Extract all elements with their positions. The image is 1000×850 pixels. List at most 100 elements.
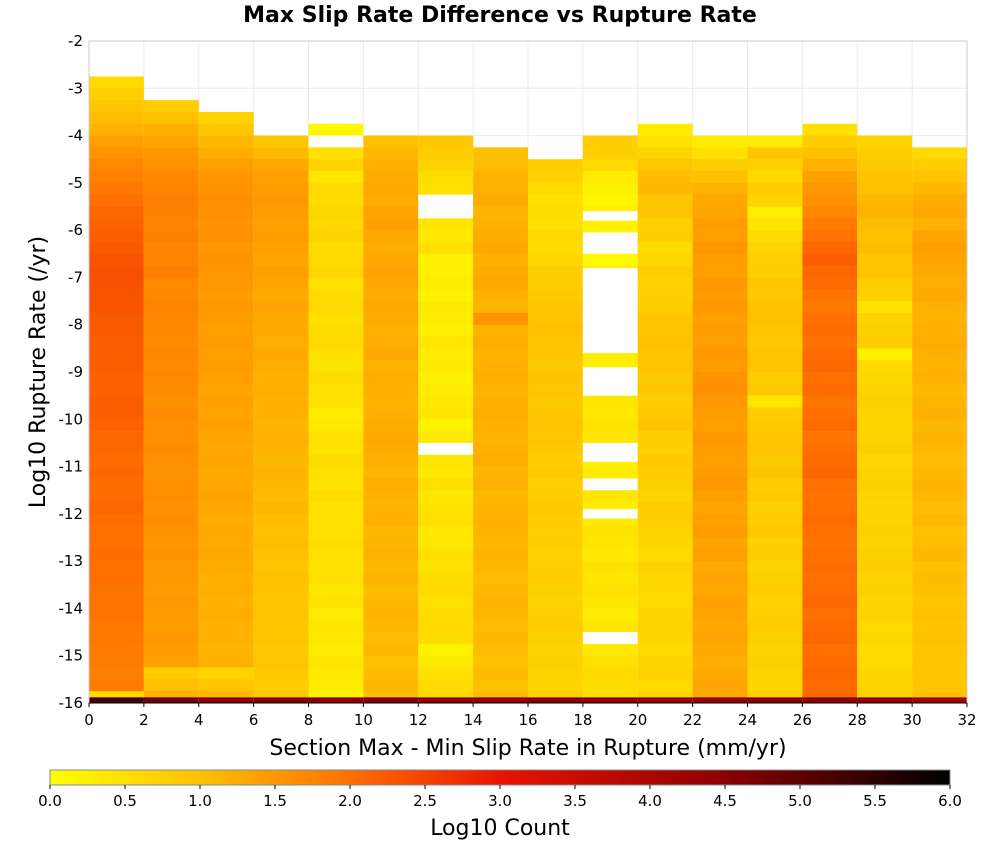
heatmap-cell [418,596,474,609]
heatmap-cell [857,159,913,172]
heatmap-cell [253,525,309,538]
empty-cell [582,367,638,396]
heatmap-cell [473,147,528,160]
x-axis-tick-labels: 0 2 4 6 8 10 12 14 16 18 20 22 24 26 28 30 32 [84,703,977,729]
colorbar-tick-label: 2.5 [413,792,437,810]
heatmap-cell [473,159,528,172]
heatmap-cell [253,608,309,621]
heatmap-cell [308,312,364,326]
heatmap-cell [198,111,254,125]
heatmap-cell [692,372,748,385]
heatmap-cell [418,655,474,668]
heatmap-cell [363,549,419,562]
heatmap-cell [308,442,364,456]
heatmap-cell [637,135,693,148]
heatmap-cell [857,537,913,550]
heatmap-cell [253,312,309,326]
colorbar-tick-label: 0.0 [38,792,62,810]
heatmap-cell [308,194,364,207]
heatmap-cell [637,301,693,314]
heatmap-cell [747,454,803,467]
heatmap-cell [89,182,144,195]
heatmap-cell [692,632,748,645]
heatmap-cell [198,218,254,231]
colorbar-tick-label: 2.0 [338,792,362,810]
heatmap-cell [363,265,419,278]
heatmap-cell [582,549,638,562]
heatmap-cell [143,502,199,515]
heatmap-cell [747,655,803,668]
heatmap-cell [912,572,967,586]
heatmap-cell [528,679,583,692]
heatmap-cell [912,679,967,692]
heatmap-cell [912,289,967,302]
heatmap-cell [89,100,144,113]
heatmap-cell [747,230,803,243]
heatmap-cell [308,643,364,657]
y-tick-label: -9 [68,363,83,381]
heatmap-cell [802,525,858,538]
heatmap-cell [253,537,309,550]
heatmap-cell [582,218,638,231]
heatmap-cell [143,620,199,633]
heatmap-cell [857,572,913,586]
heatmap-cell [198,147,254,160]
heatmap-cell [89,478,144,491]
heatmap-cell [198,407,254,420]
heatmap-cell [253,230,309,243]
heatmap-cell [308,277,364,290]
heatmap-cell [143,679,199,692]
heatmap-cell [747,372,803,385]
heatmap-cell [473,584,528,597]
heatmap-cell [253,561,309,574]
heatmap-cell [912,171,967,184]
heatmap-cell [308,525,364,538]
heatmap-cell [89,667,144,680]
heatmap-cell [363,383,419,396]
heatmap-cell [308,395,364,408]
heatmap-cell [473,383,528,396]
heatmap-cell [528,655,583,668]
heatmap-cell [253,419,309,432]
heatmap-cell-bottom [89,697,144,703]
heatmap-cell [89,289,144,302]
heatmap-cell [143,466,199,479]
heatmap-cell-bottom [692,697,748,703]
x-tick-label: 14 [464,711,483,729]
heatmap-cell [308,289,364,302]
heatmap-cell [143,549,199,562]
heatmap-cell [363,206,419,219]
heatmap-cell [582,147,638,160]
heatmap-cell [418,561,474,574]
heatmap-cell [473,478,528,491]
heatmap-cell [528,442,583,456]
heatmap-cell [637,596,693,609]
heatmap-cell [418,584,474,597]
heatmap-cell [253,502,309,515]
heatmap-cell [418,691,474,698]
heatmap-cell [253,620,309,633]
heatmap-cell [308,584,364,597]
heatmap-cell [528,348,583,361]
heatmap-cell [418,537,474,550]
heatmap-cell [692,159,748,172]
heatmap-cell [637,159,693,172]
heatmap-cell [198,265,254,278]
x-tick-label: 22 [683,711,702,729]
heatmap-cell [802,324,858,337]
heatmap-cell [473,502,528,515]
heatmap-cell [637,123,693,136]
heatmap-cell [308,490,364,503]
heatmap-cell-bottom [802,697,858,703]
heatmap-cell [912,549,967,562]
heatmap-cell [528,194,583,207]
heatmap-cell [802,265,858,278]
heatmap-cell [473,643,528,657]
heatmap-cell [418,478,474,491]
colorbar-tick-label: 0.5 [113,792,137,810]
heatmap-cell [418,265,474,278]
heatmap-cell [802,561,858,574]
colorbar-tick-label: 4.5 [713,792,737,810]
heatmap-cell [637,336,693,349]
heatmap-cell [253,407,309,420]
